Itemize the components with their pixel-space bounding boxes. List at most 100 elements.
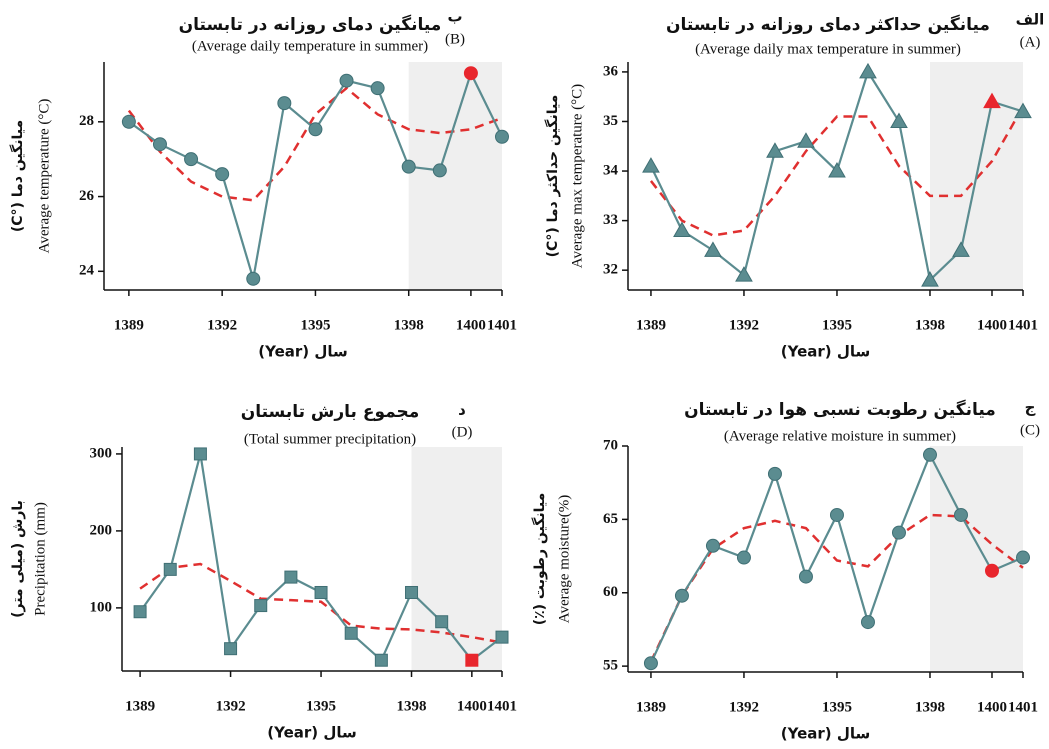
marker <box>495 129 509 144</box>
marker <box>767 466 782 481</box>
marker <box>984 563 999 578</box>
marker <box>163 562 177 576</box>
x-tick-label: 1401 <box>1008 317 1038 333</box>
marker <box>339 73 354 88</box>
x-tick-label: 1400 <box>977 317 1007 333</box>
y-tick-label: 65 <box>603 511 618 527</box>
marker <box>277 96 292 111</box>
y-tick-label: 70 <box>603 437 618 453</box>
marker <box>828 162 846 178</box>
panel-letter-en: (C) <box>1020 422 1040 438</box>
y-tick-label: 55 <box>603 658 618 674</box>
x-tick-label: 1395 <box>300 317 330 333</box>
marker <box>952 241 970 257</box>
marker <box>432 163 447 178</box>
x-tick-label: 1398 <box>915 317 945 333</box>
marker <box>705 538 720 553</box>
marker <box>859 62 877 79</box>
chart-subtitle: (Average daily max temperature in summer… <box>695 41 961 57</box>
marker <box>193 447 207 461</box>
x-tick-label: 1395 <box>306 698 336 714</box>
marker <box>673 221 691 238</box>
marker <box>890 112 908 128</box>
x-tick-label: 1398 <box>394 317 424 333</box>
y-tick-label: 300 <box>90 445 113 461</box>
marker <box>370 81 385 96</box>
marker <box>766 142 784 158</box>
x-tick-label: 1392 <box>216 698 246 714</box>
marker <box>643 656 658 671</box>
shaded-region <box>411 447 502 671</box>
marker <box>797 132 815 148</box>
marker <box>642 157 660 173</box>
marker <box>465 653 479 667</box>
y-tick-label: 60 <box>603 584 618 600</box>
marker <box>860 615 875 630</box>
trend-line <box>127 86 503 202</box>
marker <box>798 569 813 584</box>
x-tick-label: 1392 <box>729 699 759 715</box>
marker <box>1014 102 1032 119</box>
x-tick-label: 1389 <box>125 698 155 714</box>
y-axis-label-fa: بارش (میلی متر) <box>10 500 26 618</box>
x-tick-label: 1400 <box>456 317 486 333</box>
marker <box>308 122 323 137</box>
marker <box>121 114 136 129</box>
y-tick-label: 33 <box>603 212 618 228</box>
y-axis-label-en: Precipitation (mm) <box>32 502 48 616</box>
y-tick-label: 100 <box>90 599 113 615</box>
x-axis-label: سال (Year) <box>781 343 871 361</box>
chart-subtitle: (Total summer precipitation) <box>244 431 416 447</box>
marker <box>953 507 968 522</box>
y-tick-label: 26 <box>79 188 95 204</box>
marker <box>284 570 298 584</box>
marker <box>133 605 147 619</box>
chart-title: میانگین حداکثر دمای روزانه در تابستان <box>666 14 990 35</box>
panel-letter-en: (D) <box>452 424 473 440</box>
y-axis-label-fa: میانگین حداکثر دما (°C) <box>544 95 561 258</box>
panel-letter: ج <box>1025 399 1036 417</box>
marker <box>736 550 751 565</box>
x-tick-label: 1389 <box>636 317 666 333</box>
chart-subtitle: (Average daily temperature in summer) <box>192 38 428 54</box>
marker <box>495 630 509 644</box>
x-axis-label: سال (Year) <box>267 724 357 742</box>
x-tick-label: 1398 <box>397 698 427 714</box>
y-axis-label-fa: میانگین رطوبت (٪) <box>531 493 548 626</box>
marker <box>922 447 937 462</box>
marker <box>983 92 1001 109</box>
x-tick-label: 1398 <box>915 699 945 715</box>
marker <box>1016 550 1030 565</box>
chart-title: میانگین دمای روزانه در تابستان <box>179 14 442 35</box>
marker <box>829 507 844 522</box>
y-axis-label-en: Average max temperature (°C) <box>569 84 585 268</box>
x-tick-label: 1401 <box>487 317 517 333</box>
x-tick-label: 1400 <box>977 699 1007 715</box>
x-axis-label: سال (Year) <box>258 343 348 361</box>
chart-title: میانگین رطوبت نسبی هوا در تابستان <box>684 399 996 420</box>
marker <box>254 599 268 613</box>
x-tick-label: 1389 <box>114 317 144 333</box>
marker <box>463 66 478 81</box>
marker <box>891 525 906 540</box>
shaded-region <box>408 62 502 290</box>
y-axis-label-fa: میانگین دما (°C) <box>9 120 26 232</box>
marker <box>344 626 358 640</box>
y-axis-label-en: Average moisture(%) <box>556 495 572 623</box>
y-tick-label: 32 <box>603 262 618 278</box>
panel-letter: د <box>458 401 466 419</box>
marker <box>921 271 939 287</box>
y-tick-label: 34 <box>603 162 619 178</box>
x-tick-label: 1395 <box>822 699 852 715</box>
marker <box>152 137 167 152</box>
y-axis-label-en: Average temperature (°C) <box>36 99 52 254</box>
y-tick-label: 200 <box>90 522 113 538</box>
x-tick-label: 1395 <box>822 317 852 333</box>
chart-title: مجموع بارش تابستان <box>241 402 420 422</box>
y-tick-label: 24 <box>79 263 95 279</box>
marker <box>704 241 722 257</box>
marker <box>246 271 261 286</box>
marker <box>435 615 449 629</box>
marker <box>314 585 328 599</box>
